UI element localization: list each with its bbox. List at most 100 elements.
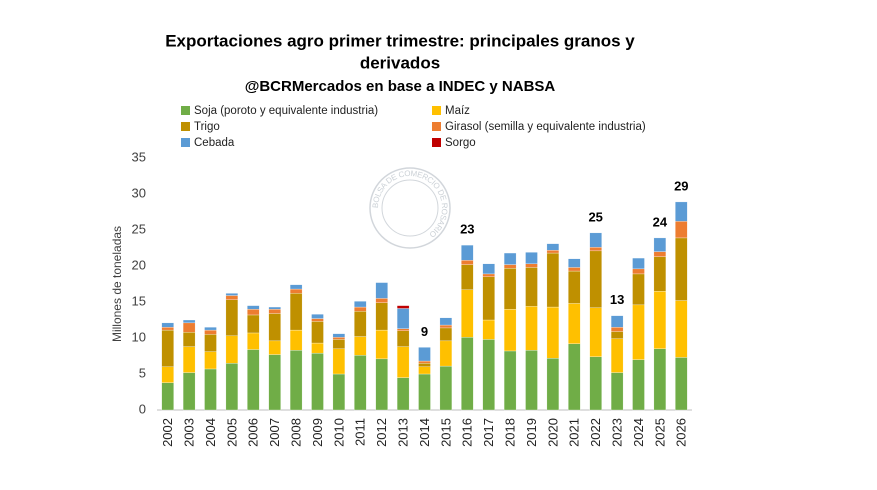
bar-segment bbox=[182, 372, 196, 411]
legend-label: Sorgo bbox=[445, 137, 476, 149]
bar-segment bbox=[332, 333, 346, 338]
bar-segment bbox=[396, 346, 410, 378]
bar-segment bbox=[675, 237, 688, 301]
bar-segment bbox=[589, 356, 602, 411]
bar-segment bbox=[439, 327, 453, 342]
legend-label: Maíz bbox=[445, 105, 470, 117]
bar-segment bbox=[461, 244, 474, 261]
bar-segment bbox=[568, 343, 581, 411]
bar-segment bbox=[439, 317, 453, 326]
bar-segment bbox=[546, 243, 560, 251]
x-tick-label: 2013 bbox=[396, 418, 411, 447]
bar-segment bbox=[653, 251, 667, 257]
bar-segment bbox=[610, 331, 624, 339]
bar-segment bbox=[610, 372, 624, 411]
bar-segment bbox=[482, 263, 495, 275]
bar-segment bbox=[225, 293, 239, 296]
x-tick-label: 2006 bbox=[246, 418, 261, 447]
bar-segment bbox=[225, 299, 239, 336]
x-tick-label: 2012 bbox=[374, 418, 389, 447]
bar-segment bbox=[461, 337, 474, 411]
bar-segment bbox=[375, 282, 388, 299]
bar-segment bbox=[632, 257, 645, 270]
bar-segment bbox=[247, 349, 260, 411]
chart-title: Exportaciones agro primer trimestre: pri… bbox=[165, 31, 635, 50]
x-tick-label: 2007 bbox=[267, 418, 282, 447]
bar-segment bbox=[311, 321, 324, 344]
watermark: BOLSA DE COMERCIO DE ROSARIO bbox=[369, 167, 451, 249]
x-tick-label: 2003 bbox=[182, 418, 197, 447]
bar-segment bbox=[354, 355, 367, 411]
bar-segment bbox=[546, 358, 560, 411]
bar-segment bbox=[503, 350, 517, 411]
bar-segment bbox=[525, 350, 538, 411]
bar-segment bbox=[396, 328, 410, 331]
y-axis-label: Millones de toneladas bbox=[110, 226, 124, 342]
bar-segment bbox=[653, 348, 667, 411]
y-tick-label: 30 bbox=[132, 185, 146, 200]
bar-segment bbox=[482, 276, 495, 321]
bar-segment bbox=[461, 289, 474, 338]
x-tick-label: 2011 bbox=[353, 418, 368, 446]
bar-segment bbox=[247, 314, 260, 334]
legend-swatch bbox=[181, 122, 190, 131]
bar-segment bbox=[675, 357, 688, 411]
bar-segment bbox=[653, 256, 667, 292]
legend-swatch bbox=[432, 122, 441, 131]
bar-segment bbox=[289, 293, 303, 331]
bar-segment bbox=[503, 252, 517, 265]
legend-swatch bbox=[432, 138, 441, 147]
legend-label: Girasol (semilla y equivalente industria… bbox=[445, 121, 646, 133]
bar-segment bbox=[311, 314, 324, 319]
bar-segment bbox=[225, 335, 239, 364]
total-label: 13 bbox=[610, 292, 624, 307]
total-label: 29 bbox=[674, 178, 688, 193]
bar-segment bbox=[525, 306, 538, 351]
bar-segment bbox=[439, 324, 453, 329]
bar-segment bbox=[332, 348, 346, 375]
y-tick-label: 0 bbox=[139, 401, 146, 416]
bar-segment bbox=[204, 329, 217, 335]
bar-segment bbox=[482, 319, 495, 340]
bar-segment bbox=[332, 337, 346, 340]
legend-label: Trigo bbox=[194, 121, 220, 133]
bar-segment bbox=[589, 232, 602, 248]
bar-segment bbox=[204, 327, 217, 331]
bar-segment bbox=[482, 273, 495, 277]
y-tick-label: 35 bbox=[132, 149, 146, 164]
bar-segment bbox=[204, 351, 217, 370]
bar-segment bbox=[461, 264, 474, 290]
x-tick-label: 2008 bbox=[289, 418, 304, 447]
bar-segment bbox=[161, 322, 174, 328]
bar-segment bbox=[525, 267, 538, 307]
bar-segment bbox=[439, 365, 453, 411]
bar-segment bbox=[247, 332, 260, 350]
bar-segment bbox=[161, 327, 174, 331]
total-label: 23 bbox=[460, 222, 474, 237]
bar-segment bbox=[182, 346, 196, 373]
bar-segment bbox=[161, 366, 174, 383]
x-tick-label: 2009 bbox=[310, 418, 325, 447]
x-tick-label: 2019 bbox=[524, 418, 539, 447]
bar-segment bbox=[439, 340, 453, 367]
bar-segment bbox=[418, 373, 431, 411]
y-tick-label: 20 bbox=[132, 257, 146, 272]
bar-segment bbox=[418, 360, 431, 364]
bar-segment bbox=[247, 305, 260, 310]
bar-segment bbox=[182, 319, 196, 324]
bar-segment bbox=[182, 322, 196, 333]
bar-segment bbox=[589, 250, 602, 308]
bar-segment bbox=[482, 339, 495, 411]
bar-segment bbox=[182, 332, 196, 347]
x-tick-label: 2026 bbox=[674, 418, 689, 447]
x-tick-label: 2020 bbox=[545, 418, 560, 447]
bar-segment bbox=[225, 295, 239, 300]
bar-segment bbox=[418, 363, 431, 367]
bar-segment bbox=[525, 263, 538, 268]
bar-segment bbox=[289, 284, 303, 290]
legend-swatch bbox=[432, 106, 441, 115]
x-tick-label: 2015 bbox=[438, 418, 453, 447]
bar-segment bbox=[675, 300, 688, 358]
total-label: 9 bbox=[421, 324, 428, 339]
bar-segment bbox=[653, 237, 667, 252]
